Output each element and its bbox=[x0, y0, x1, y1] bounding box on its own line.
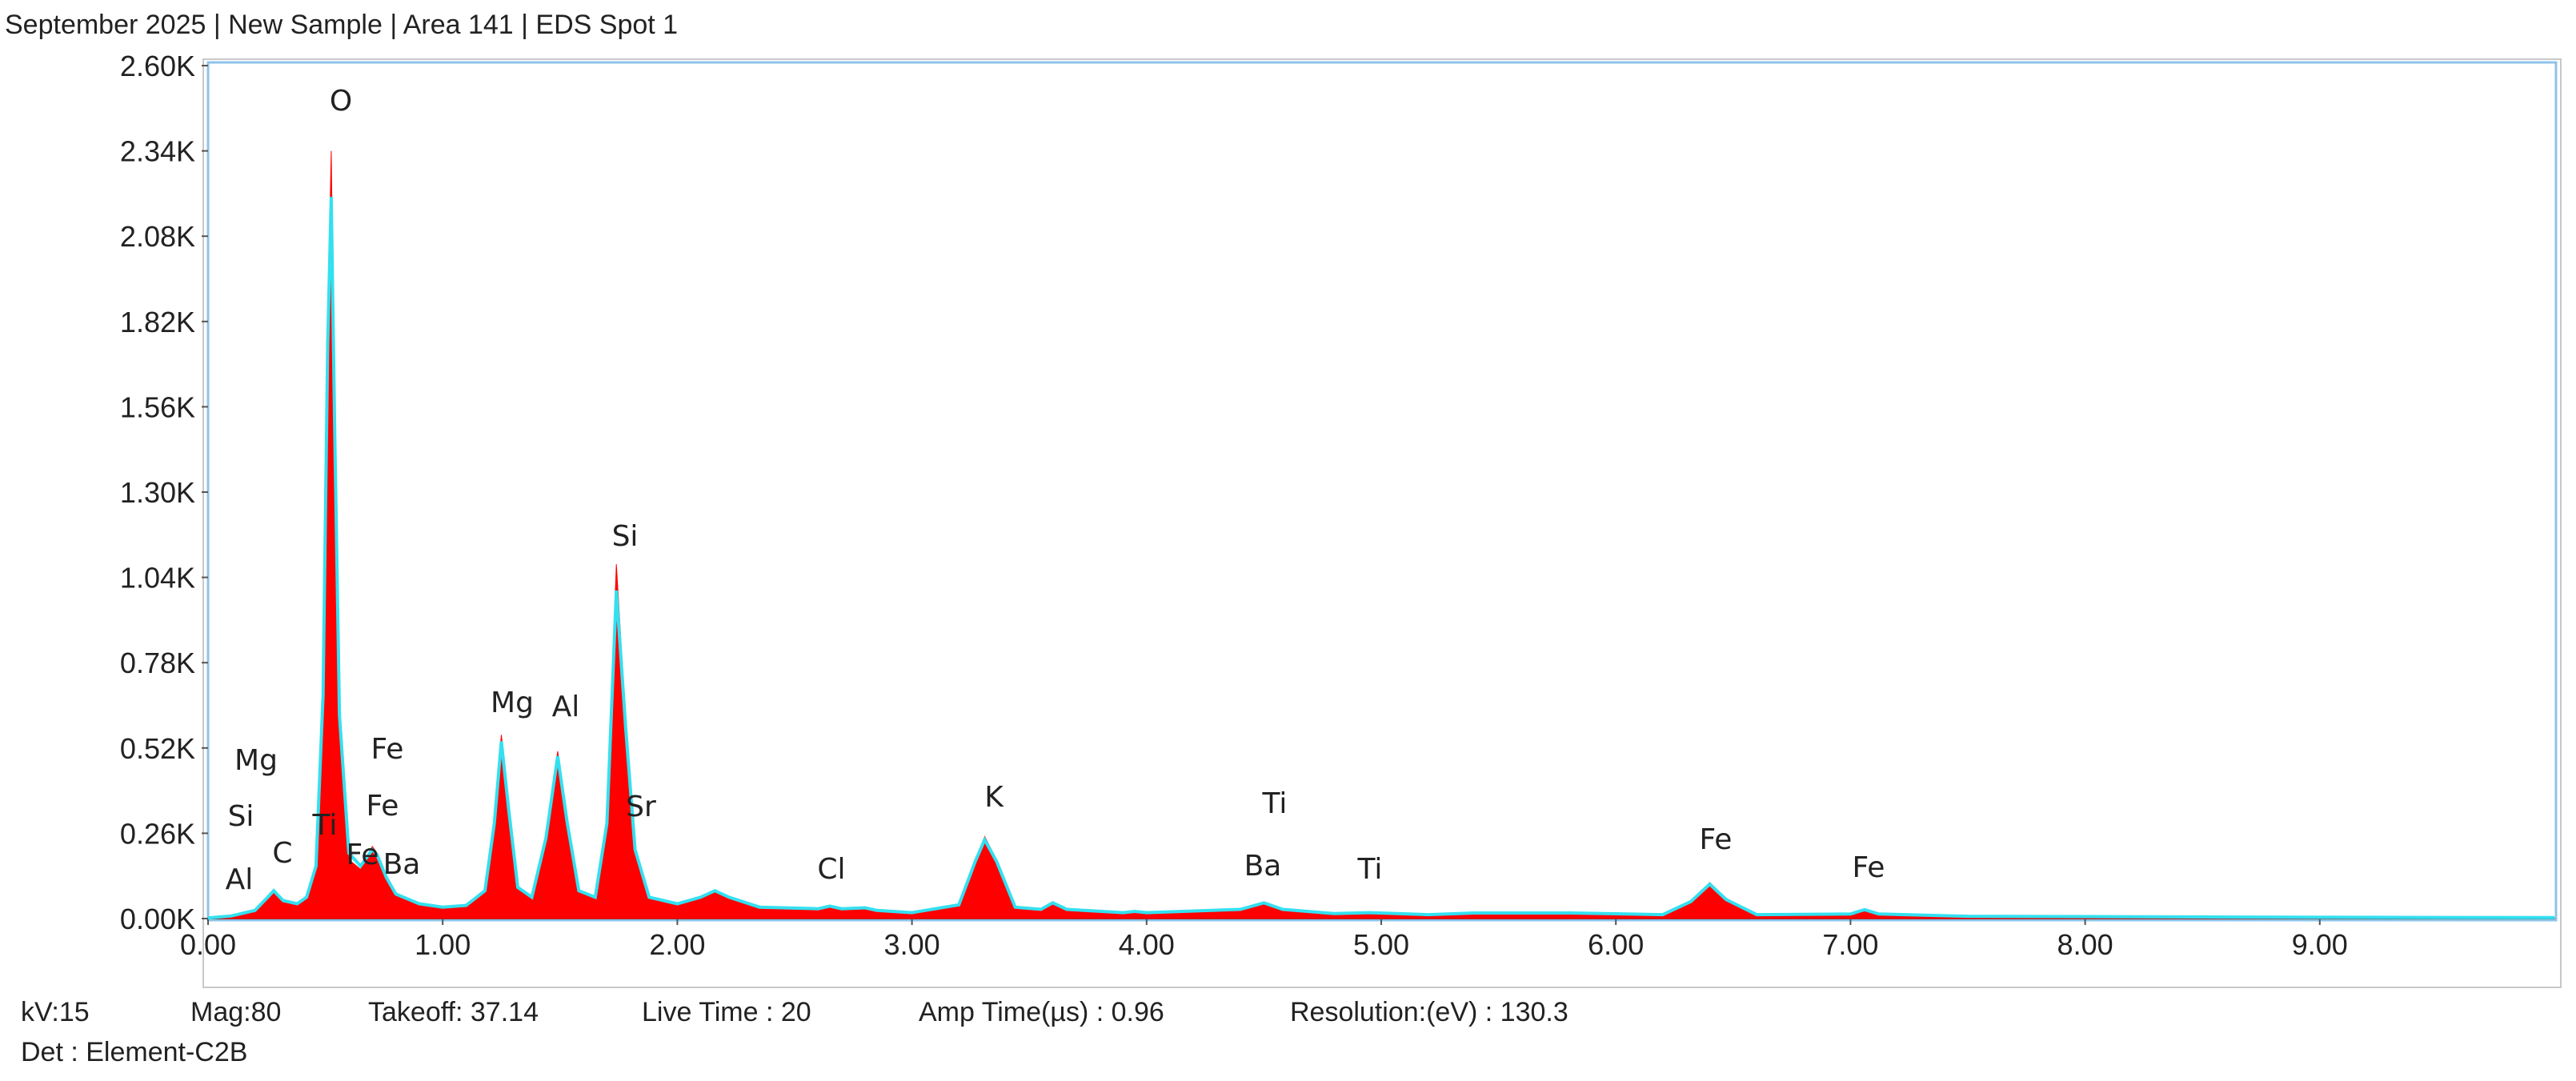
footer-line2: Det : Element-C2B bbox=[21, 1037, 247, 1067]
footer-field: Takeoff: 37.14 bbox=[368, 997, 539, 1027]
x-tick-label: 8.00 bbox=[2057, 928, 2113, 961]
footer-field: Mag:80 bbox=[190, 997, 281, 1027]
y-tick-label: 2.34K bbox=[120, 135, 195, 168]
x-tick-label: 2.00 bbox=[649, 928, 705, 961]
y-tick-label: 0.78K bbox=[120, 647, 195, 679]
x-tick-label: 4.00 bbox=[1119, 928, 1175, 961]
footer-field: kV:15 bbox=[21, 997, 90, 1027]
y-tick-label: 1.04K bbox=[120, 562, 195, 595]
peak-label: Al bbox=[226, 863, 254, 896]
x-tick-label: 5.00 bbox=[1353, 928, 1409, 961]
peak-label: Fe bbox=[371, 733, 404, 766]
y-tick-label: 0.52K bbox=[120, 732, 195, 765]
peak-label: Cl bbox=[817, 853, 845, 886]
x-tick-label: 9.00 bbox=[2292, 928, 2348, 961]
peak-label: O bbox=[330, 85, 352, 118]
peak-label: Mg bbox=[491, 687, 534, 719]
x-tick-label: 1.00 bbox=[415, 928, 471, 961]
peak-label: Sr bbox=[626, 791, 656, 823]
peak-label: Ba bbox=[1244, 850, 1282, 883]
footer-field: Resolution:(eV) : 130.3 bbox=[1290, 997, 1568, 1027]
peak-label: Fe bbox=[367, 790, 399, 823]
peak-label: Fe bbox=[1700, 823, 1733, 856]
peak-label: Ti bbox=[1262, 787, 1288, 820]
peak-label: Ti bbox=[1357, 853, 1383, 886]
peak-label: Si bbox=[228, 800, 254, 833]
x-tick-label: 6.00 bbox=[1588, 928, 1644, 961]
header-title: September 2025 | New Sample | Area 141 |… bbox=[5, 10, 678, 40]
y-tick-label: 2.60K bbox=[120, 50, 195, 82]
peak-label: Al bbox=[552, 691, 580, 723]
peak-label: C bbox=[272, 837, 292, 870]
y-tick-label: 2.08K bbox=[120, 220, 195, 253]
peak-label: Mg bbox=[234, 744, 278, 777]
y-tick-label: 1.56K bbox=[120, 390, 195, 423]
peak-label: K bbox=[984, 781, 1004, 814]
y-tick-label: 0.26K bbox=[120, 817, 195, 850]
y-tick-label: 1.30K bbox=[120, 476, 195, 509]
y-tick-label: 1.82K bbox=[120, 306, 195, 338]
y-tick-label: 0.00K bbox=[120, 903, 195, 935]
peak-label: Ba bbox=[383, 848, 421, 881]
x-tick-label: 3.00 bbox=[884, 928, 940, 961]
x-tick-label: 0.00 bbox=[180, 928, 236, 961]
footer-field: Live Time : 20 bbox=[642, 997, 811, 1027]
x-tick-label: 7.00 bbox=[1822, 928, 1878, 961]
chart-frame bbox=[202, 58, 2562, 988]
peak-label: Si bbox=[612, 520, 639, 553]
peak-label: Fe bbox=[1853, 851, 1885, 884]
spectrum-area bbox=[207, 150, 2555, 919]
fit-line bbox=[207, 196, 2555, 920]
peak-label: Ti bbox=[312, 809, 338, 842]
peak-label: Fe bbox=[347, 839, 379, 871]
footer-field: Amp Time(µs) : 0.96 bbox=[919, 997, 1164, 1027]
